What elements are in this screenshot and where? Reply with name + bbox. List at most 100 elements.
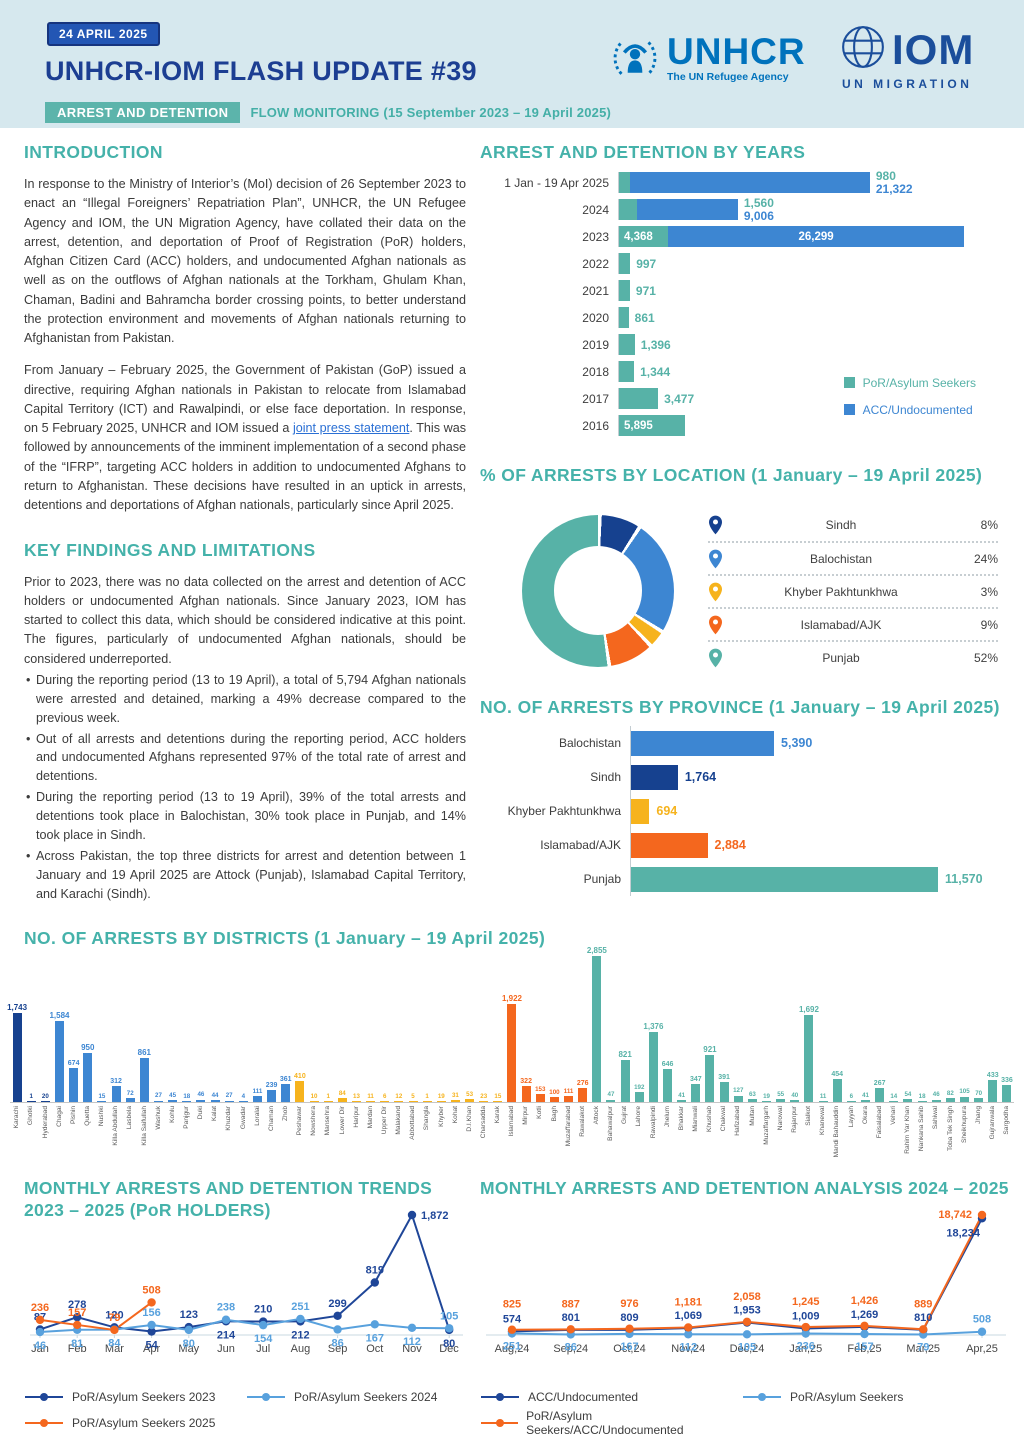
- province-axis-label: Khyber Pakhtunkhwa: [507, 804, 621, 818]
- bullet-icon: •: [26, 731, 31, 746]
- location-pin-icon: [708, 582, 728, 602]
- district-axis-label: Loralai: [250, 1106, 264, 1126]
- district-axis-label: Mardan: [364, 1106, 378, 1128]
- data-point: [742, 1317, 752, 1327]
- district-bar: [182, 1101, 192, 1102]
- years-chart-row: 2021 971: [480, 277, 1004, 304]
- district-axis-label: Killa Abdullah: [109, 1106, 123, 1146]
- district-axis-label: Zhob: [279, 1106, 293, 1121]
- district-axis-label-text: Chagai: [55, 1106, 63, 1127]
- legend-item: PoR/Asylum Seekers: [742, 1384, 1004, 1410]
- district-axis-label: Gujrat: [618, 1106, 632, 1124]
- district-value-label: 1: [29, 1093, 33, 1100]
- district-bar-column: 72: [123, 1090, 137, 1102]
- district-axis-label-text: Loralai: [253, 1106, 261, 1126]
- district-value-label: 6: [849, 1093, 854, 1100]
- district-axis-label-text: Lasbela: [126, 1106, 134, 1130]
- district-bar-column: 646: [660, 1061, 674, 1102]
- years-bar-track: 980 21,322: [618, 170, 1004, 195]
- district-value-label: 322: [520, 1077, 532, 1085]
- district-axis-label: Abbottabad: [406, 1106, 420, 1140]
- data-point: [977, 1327, 987, 1336]
- province-value-label: 11,570: [945, 872, 983, 886]
- point-value-label: 976: [620, 1298, 638, 1310]
- district-bar-column: 1,376: [643, 1022, 663, 1102]
- years-axis-label: 2023: [582, 229, 609, 244]
- legend-label: ACC/Undocumented: [862, 402, 973, 417]
- district-value-label: 1: [326, 1093, 330, 1100]
- province-bar: [631, 866, 939, 892]
- years-bar-track: 971: [618, 280, 1004, 301]
- district-axis-label-text: Khuzdar: [225, 1106, 233, 1131]
- point-value-label: 80: [443, 1338, 455, 1350]
- province-bar: [631, 798, 650, 824]
- district-bar-column: 14: [887, 1093, 901, 1102]
- district-bar: [83, 1053, 93, 1102]
- legend-item: PoR/Asylum Seekers/ACC/Undocumented: [480, 1409, 742, 1437]
- district-axis-label: Multan: [745, 1106, 759, 1126]
- district-bar-column: 12: [392, 1093, 406, 1102]
- district-axis-label: Sialkot: [802, 1106, 816, 1126]
- district-axis-label-text: Sheikhupura: [960, 1106, 968, 1144]
- x-axis-label: Dec: [439, 1343, 459, 1355]
- district-bar-column: 46: [929, 1092, 943, 1102]
- monthly-trends-title: MONTHLY ARRESTS AND DETENTION TRENDS 202…: [24, 1178, 433, 1220]
- joint-press-statement-link[interactable]: joint press statement: [292, 421, 410, 436]
- district-bar-column: 361: [279, 1076, 293, 1102]
- x-axis-label: Jun: [217, 1343, 235, 1355]
- district-axis-label: Khyber: [434, 1106, 448, 1127]
- district-value-label: 10: [310, 1093, 318, 1100]
- data-point: [333, 1325, 342, 1334]
- years-chart-row: 2020 861: [480, 304, 1004, 331]
- x-axis-label: Jul: [256, 1343, 270, 1355]
- district-bar: [54, 1021, 64, 1102]
- bullet-text: During the reporting period (13 to 19 Ap…: [36, 672, 466, 725]
- district-bar-column: 312: [109, 1078, 123, 1102]
- district-axis-label-text: Kohlu: [168, 1106, 176, 1123]
- district-bar-column: 27: [222, 1093, 236, 1102]
- district-value-label: 821: [618, 1050, 632, 1060]
- key-findings-bullets: • During the reporting period (13 to 19 A…: [24, 671, 466, 904]
- legend-line-icon: [743, 1393, 781, 1401]
- years-chart: 1 Jan - 19 Apr 2025 980 21,322 2024 1,560 9,0…: [480, 169, 1004, 439]
- introduction-paragraph-2: From January – February 2025, the Govern…: [24, 361, 466, 515]
- district-axis-label: D.I.Khan: [463, 1106, 477, 1132]
- key-finding-bullet: • During the reporting period (13 to 19 A…: [24, 788, 466, 845]
- years-chart-row: 1 Jan - 19 Apr 2025 980 21,322: [480, 169, 1004, 196]
- bullet-icon: •: [26, 848, 31, 863]
- district-axis-label: Kohat: [448, 1106, 462, 1123]
- district-axis-label-text: Khushab: [706, 1106, 714, 1133]
- district-bar-column: 5: [406, 1093, 420, 1102]
- district-axis-label: Hafizabad: [731, 1106, 745, 1136]
- point-value-label: 236: [31, 1302, 49, 1314]
- data-point: [801, 1329, 810, 1338]
- point-value-label: 105: [440, 1310, 458, 1322]
- district-value-label: 921: [703, 1044, 717, 1054]
- district-bar: [493, 1101, 503, 1102]
- point-value-label: 801: [562, 1312, 580, 1324]
- district-axis-label: Karachi: [10, 1106, 24, 1128]
- district-value-label: 192: [634, 1083, 645, 1091]
- district-value-label: 55: [777, 1090, 785, 1098]
- district-axis-label: Bahawalpur: [604, 1106, 618, 1141]
- data-point: [73, 1320, 82, 1330]
- data-point: [147, 1327, 156, 1336]
- districts-bars: 1,743 1 20 1,584 674 950 15 312 72 861 27 45 18 46 44 2…: [7, 947, 1014, 1103]
- district-value-label: 84: [338, 1089, 346, 1097]
- district-value-label: 53: [466, 1091, 474, 1099]
- por-value-label: 971: [635, 283, 656, 298]
- district-bar-column: 13: [349, 1093, 363, 1102]
- district-axis-label: Layyah: [844, 1106, 858, 1127]
- district-axis-label-text: Khyber: [437, 1106, 445, 1127]
- legend-item: ACC/Undocumented: [843, 396, 976, 423]
- district-value-label: 312: [110, 1078, 122, 1086]
- district-bar-column: 18: [180, 1093, 194, 1102]
- por-bar-segment: [619, 280, 630, 301]
- x-axis-label: Nov: [402, 1343, 422, 1355]
- district-value-label: 13: [353, 1093, 360, 1100]
- legend-label: PoR/Asylum Seekers/ACC/Undocumented: [526, 1409, 684, 1437]
- bullet-icon: •: [26, 672, 31, 687]
- point-value-label: 251: [291, 1301, 309, 1313]
- paragraph-text: . This was followed by announcements of …: [24, 421, 466, 513]
- district-bar-column: 53: [463, 1091, 477, 1102]
